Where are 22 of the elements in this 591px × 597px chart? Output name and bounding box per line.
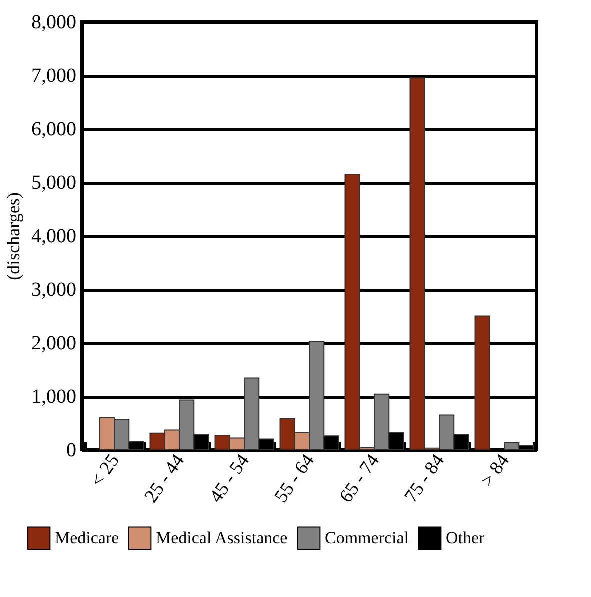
x-tick-label: 55 - 64 — [270, 450, 320, 507]
y-tick-label: 7,000 — [32, 65, 76, 87]
y-tick-label: 6,000 — [32, 118, 76, 140]
x-tick-label: 75 - 84 — [400, 450, 450, 507]
x-tick-label: 25 - 44 — [140, 450, 190, 507]
y-tick-label: 0 — [66, 440, 76, 462]
y-tick-label: 3,000 — [32, 279, 76, 301]
y-tick-label: 1,000 — [32, 386, 76, 408]
legend-label: Other — [446, 528, 486, 548]
y-tick-label: 2,000 — [32, 332, 76, 354]
y-tick-label: 5,000 — [32, 172, 76, 194]
bar — [474, 316, 490, 450]
y-tick-label: 8,000 — [32, 12, 76, 34]
x-tick-label: 65 - 74 — [336, 450, 384, 507]
legend-label: Medicare — [55, 528, 120, 548]
y-axis-title: (discharges) — [4, 192, 24, 280]
y-tick-label: 4,000 — [32, 226, 76, 248]
x-tick-label: > 84 — [477, 450, 514, 492]
x-tick-label: 45 - 54 — [206, 450, 254, 507]
legend-label: Medical Assistance — [156, 528, 288, 548]
legend-label: Commercial — [325, 528, 410, 548]
x-tick-label: < 25 — [87, 450, 124, 492]
